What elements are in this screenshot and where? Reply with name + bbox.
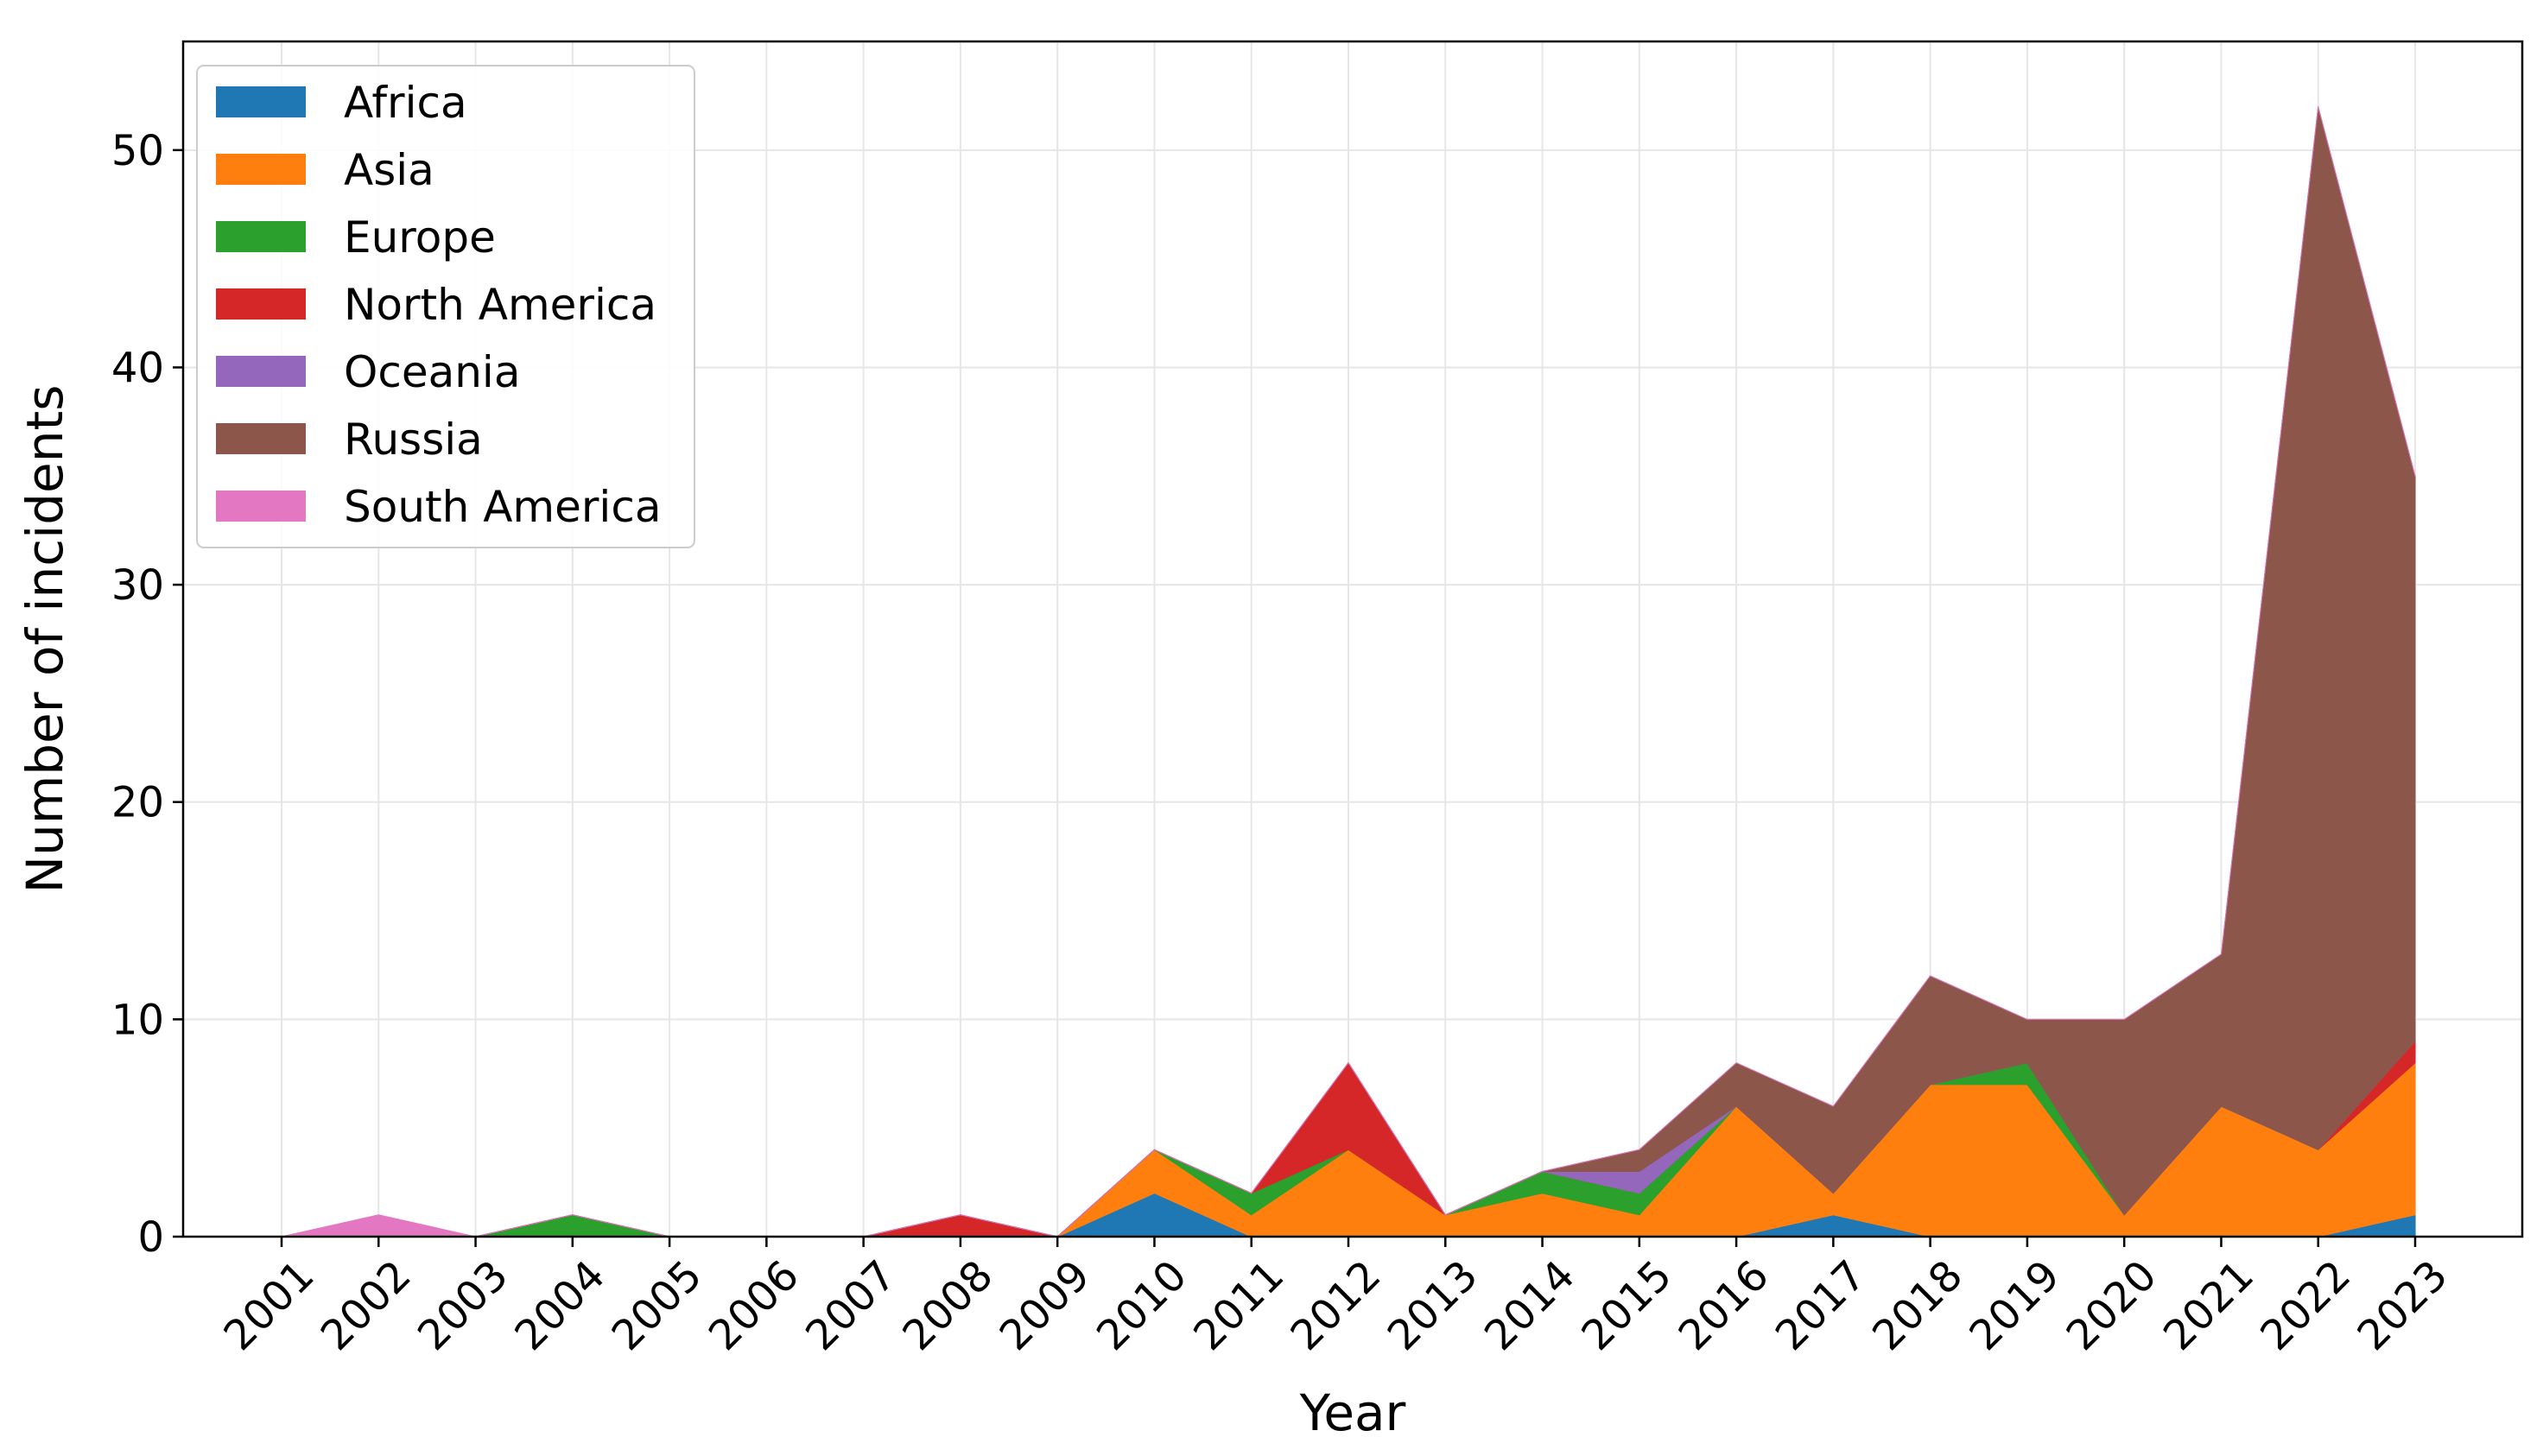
legend-label: Russia [344,415,483,465]
y-tick-label: 30 [111,561,164,610]
y-tick-label: 0 [137,1213,164,1262]
x-tick-label: 2003 [409,1251,517,1360]
legend-label: Europe [344,212,496,263]
x-tick-label: 2006 [700,1251,809,1360]
plot-frame [181,40,2524,1238]
x-axis-label: Year [1299,1383,1406,1442]
x-tick-label: 2009 [991,1251,1100,1360]
x-tick-label: 2023 [2349,1251,2457,1360]
y-tick-label: 10 [111,996,164,1044]
x-tick-label: 2016 [1670,1251,1779,1360]
legend-label: Africa [344,78,467,128]
x-tick-label: 2014 [1475,1251,1584,1360]
x-tick-label: 2008 [893,1251,1002,1360]
legend-label: Asia [344,145,434,195]
legend-swatch [216,154,306,185]
x-tick-label: 2017 [1766,1251,1875,1360]
legend-box [196,65,695,548]
legend-label: North America [344,280,656,330]
x-tick-label: 2015 [1572,1251,1681,1360]
x-tick-label: 2018 [1863,1251,1972,1360]
y-tick-label: 20 [111,779,164,827]
legend-label: Oceania [344,347,520,397]
legend-swatch [216,423,306,454]
x-tick-label: 2012 [1282,1251,1391,1360]
x-tick-label: 2011 [1184,1251,1293,1360]
x-tick-label: 2020 [2058,1251,2166,1360]
y-tick-label: 40 [111,344,164,392]
area-south-america [281,106,2416,1238]
y-axis-ticks: 0 10 20 30 40 50 [111,127,183,1262]
x-tick-label: 2005 [603,1251,712,1360]
x-tick-label: 2021 [2154,1251,2263,1360]
legend: Africa Asia Europe North America Oceania Russ… [196,65,695,548]
legend-swatch [216,288,306,320]
legend-swatch [216,221,306,252]
x-axis-ticks: 2001200220032004200520062007200820092010… [215,1237,2457,1360]
x-tick-label: 2019 [1960,1251,2069,1360]
y-axis-label: Number of incidents [16,385,74,894]
x-tick-label: 2007 [796,1251,905,1360]
legend-swatch [216,491,306,522]
legend-swatch [216,86,306,117]
y-tick-label: 50 [111,127,164,175]
x-tick-label: 2013 [1379,1251,1487,1360]
x-tick-label: 2010 [1088,1251,1196,1360]
legend-swatch [216,356,306,387]
legend-label: South America [344,482,661,532]
x-tick-label: 2001 [215,1251,324,1360]
x-tick-label: 2002 [312,1251,421,1360]
x-tick-label: 2004 [505,1251,614,1360]
x-tick-label: 2022 [2251,1251,2360,1360]
